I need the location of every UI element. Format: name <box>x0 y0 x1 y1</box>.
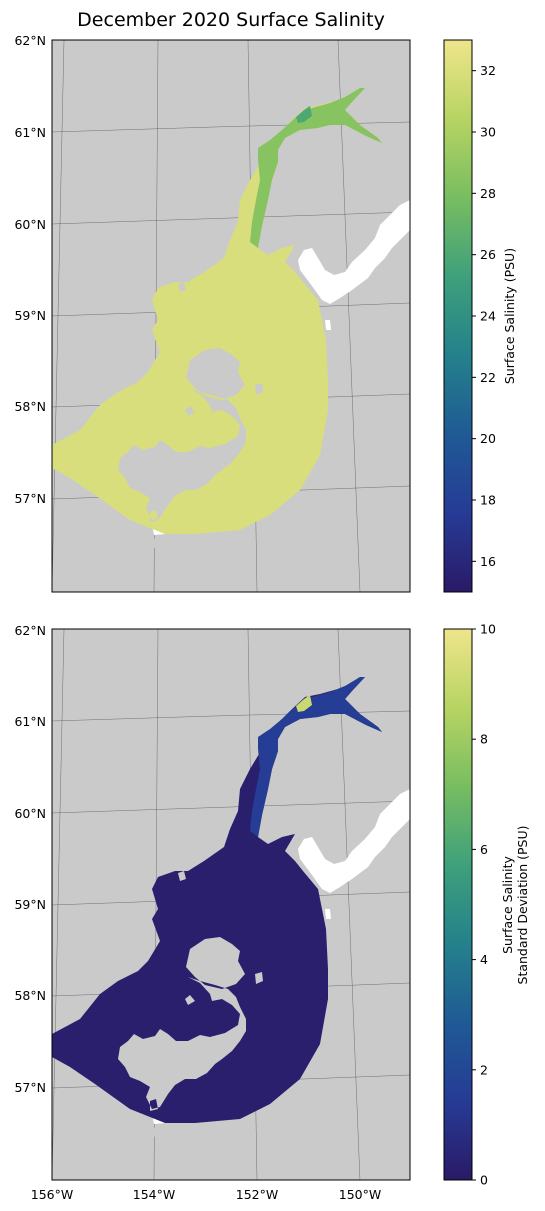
colorbar-gradient <box>443 39 473 593</box>
std-field-ocean <box>52 677 382 1123</box>
colorbar-label: Surface Salinity (PSU) <box>502 248 517 384</box>
map-frame <box>51 39 411 593</box>
colorbar-label-line-1: Surface Salinity <box>500 855 515 953</box>
salinity-field-upper-inlet <box>250 88 382 248</box>
lat-label: 61°N <box>14 714 46 729</box>
island-land <box>115 871 263 1143</box>
colorbar-salinity: 16 18 20 22 24 26 28 30 32 Surface Salinity (PSU… <box>443 39 517 593</box>
graticule-line <box>52 629 65 1180</box>
lon-label: 156°W <box>31 1187 73 1202</box>
salinity-field-inlet-head <box>296 106 312 123</box>
colorbar-tick-label: 4 <box>480 952 488 967</box>
graticule-line <box>52 40 61 41</box>
graticule-line <box>52 121 410 133</box>
graticule-line <box>52 800 410 814</box>
colorbar-tick-label: 18 <box>480 493 496 508</box>
std-field-inlet-head <box>296 695 312 712</box>
colorbar-tick-label: 6 <box>480 842 488 857</box>
colorbar-tick-label: 26 <box>480 247 496 262</box>
graticule-line <box>52 40 65 592</box>
colorbar-ticks: 16 18 20 22 24 26 28 30 32 <box>472 63 496 569</box>
graticule-line <box>337 40 361 592</box>
lat-label: 59°N <box>14 897 46 912</box>
lon-tick-labels: 156°W 154°W 152°W 150°W <box>31 1187 381 1202</box>
lat-label: 58°N <box>14 988 46 1003</box>
lat-label: 61°N <box>14 125 46 140</box>
colorbar-gradient <box>443 628 473 1181</box>
lat-label: 60°N <box>14 217 46 232</box>
colorbar-label-line-2: Standard Deviation (PSU) <box>515 826 530 985</box>
lat-label: 58°N <box>14 399 46 414</box>
map-panel-salinity-std: 62°N 61°N 60°N 59°N 58°N 57°N 156°W 154°… <box>14 623 411 1202</box>
lat-label: 59°N <box>14 308 46 323</box>
colorbar-tick-label: 30 <box>480 125 496 140</box>
lat-label: 57°N <box>14 491 46 506</box>
colorbar-tick-label: 28 <box>480 186 496 201</box>
colorbar-tick-label: 2 <box>480 1062 488 1077</box>
figure-title: December 2020 Surface Salinity <box>77 9 385 31</box>
lat-label: 57°N <box>14 1080 46 1095</box>
lat-label: 62°N <box>14 623 46 638</box>
colorbar-tick-label: 16 <box>480 554 496 569</box>
graticule-line <box>52 710 410 722</box>
lat-label: 62°N <box>14 33 46 48</box>
map-panel-salinity: 62°N 61°N 60°N 59°N 58°N 57°N <box>14 33 411 593</box>
lat-label: 60°N <box>14 806 46 821</box>
lat-tick-labels: 62°N 61°N 60°N 59°N 58°N 57°N <box>14 33 46 506</box>
lat-tick-labels: 62°N 61°N 60°N 59°N 58°N 57°N <box>14 623 46 1095</box>
lon-label: 150°W <box>339 1187 381 1202</box>
colorbar-tick-label: 8 <box>480 732 488 747</box>
salinity-field-ocean <box>52 88 382 534</box>
colorbar-tick-label: 0 <box>480 1173 488 1188</box>
colorbar-tick-label: 10 <box>480 622 496 637</box>
lon-label: 154°W <box>133 1187 175 1202</box>
island-land <box>115 282 263 554</box>
graticule-line <box>52 211 410 225</box>
lon-label: 152°W <box>236 1187 278 1202</box>
colorbar-tick-label: 20 <box>480 431 496 446</box>
colorbar-salinity-std: 0 2 4 6 8 10 Surface Salinity Standard Deviat… <box>443 622 530 1188</box>
colorbar-ticks: 0 2 4 6 8 10 <box>472 622 496 1188</box>
graticule-line <box>337 629 361 1180</box>
std-field-upper-inlet <box>250 677 382 837</box>
ocean-white-area <box>152 789 410 1124</box>
ocean-white-area <box>152 200 410 535</box>
map-frame <box>51 628 411 1181</box>
colorbar-tick-label: 22 <box>480 370 496 385</box>
graticule-line <box>52 629 61 630</box>
colorbar-tick-label: 32 <box>480 63 496 78</box>
colorbar-tick-label: 24 <box>480 309 496 324</box>
